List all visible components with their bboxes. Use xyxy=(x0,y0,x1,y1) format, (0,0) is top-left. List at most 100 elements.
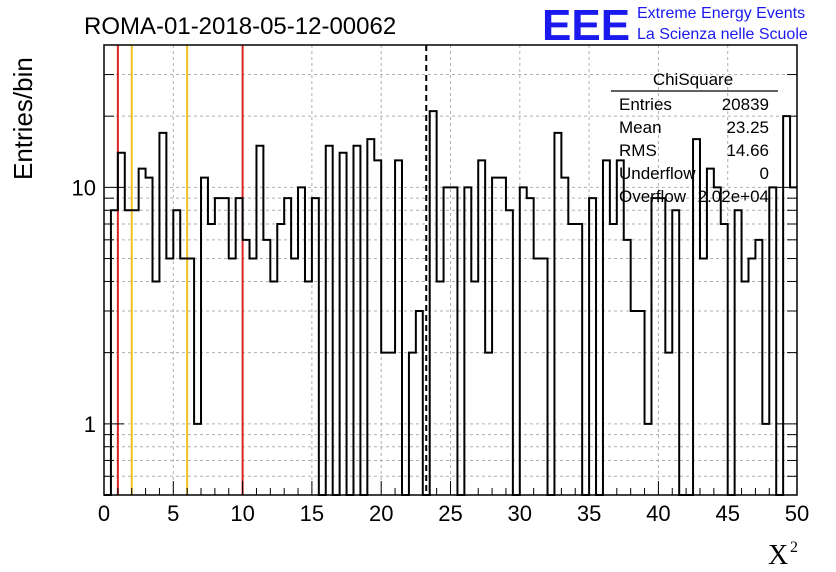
stats-row-value: 0 xyxy=(760,164,769,183)
histogram-bin xyxy=(478,160,485,495)
stats-box-title: ChiSquare xyxy=(653,70,733,89)
histogram-bin xyxy=(139,169,146,495)
histogram-bin xyxy=(208,224,215,495)
histogram-bin xyxy=(603,160,610,495)
stats-box: ChiSquare Entries 20839 Mean 23.25 RMS 14.66 U… xyxy=(611,70,778,206)
stats-row-value: 14.66 xyxy=(726,141,769,160)
histogram-bin xyxy=(631,311,638,495)
histogram-bin xyxy=(250,259,257,495)
histogram-bin xyxy=(721,224,728,495)
x-tick-label: 0 xyxy=(98,501,110,526)
histogram-bin xyxy=(187,259,194,495)
histogram-bin xyxy=(638,311,645,495)
histogram-bin xyxy=(714,187,721,495)
histogram-bin xyxy=(229,259,236,495)
histogram-bin xyxy=(243,240,250,495)
stats-row-value: 2.02e+04 xyxy=(698,187,769,206)
histogram-bin xyxy=(451,187,458,495)
histogram-bin xyxy=(735,210,742,495)
histogram-bin xyxy=(132,210,139,495)
histogram-bin xyxy=(444,187,451,495)
y-tick-label: 10 xyxy=(72,175,96,200)
y-tick-label: 1 xyxy=(84,412,96,437)
histogram-bin xyxy=(118,153,125,495)
chart-title: ROMA-01-2018-05-12-00062 xyxy=(84,13,396,40)
histogram-bin xyxy=(769,187,776,495)
histogram-bin xyxy=(277,224,284,495)
eee-logo-mark: EEE xyxy=(542,1,630,50)
histogram-bin xyxy=(353,146,360,495)
x-tick-label: 35 xyxy=(577,501,601,526)
histogram-bin xyxy=(381,353,388,495)
histogram-bin xyxy=(610,224,617,495)
reference-lines xyxy=(116,45,428,495)
histogram-bin xyxy=(624,240,631,495)
histogram-bin xyxy=(374,160,381,495)
x-axis-label-superscript: 2 xyxy=(790,539,798,556)
histogram-bin xyxy=(416,311,423,495)
tick-labels: 0 5 10 15 20 25 30 35 40 45 50 1 10 xyxy=(72,175,810,526)
stats-row-label: Underflow xyxy=(619,164,696,183)
histogram-bin xyxy=(748,259,755,495)
histogram-bin xyxy=(464,187,471,495)
x-tick-label: 10 xyxy=(230,501,254,526)
histogram-bin xyxy=(326,146,333,495)
y-axis-label: Entries/bin xyxy=(8,57,38,180)
histogram-bin xyxy=(492,178,499,495)
histogram-bin xyxy=(291,259,298,495)
histogram-bin xyxy=(589,198,596,495)
histogram-bin xyxy=(561,178,568,495)
histogram-bin xyxy=(236,198,243,495)
histogram-bin xyxy=(298,187,305,495)
histogram-bin xyxy=(159,133,166,495)
stats-row-label: RMS xyxy=(619,141,657,160)
histogram-bin xyxy=(783,116,790,495)
histogram-bin xyxy=(617,160,624,495)
histogram-bin xyxy=(755,240,762,495)
histogram-bin xyxy=(645,424,652,495)
histogram-bin xyxy=(305,281,312,495)
histogram-bin xyxy=(554,133,561,495)
stats-row-label: Overflow xyxy=(619,187,687,206)
histogram-bin xyxy=(166,259,173,495)
histogram-bin xyxy=(367,139,374,495)
histogram-bin xyxy=(485,353,492,495)
x-tick-label: 45 xyxy=(715,501,739,526)
stats-box-rows: Entries 20839 Mean 23.25 RMS 14.66 Underflow 0 O… xyxy=(619,95,769,206)
histogram-bin xyxy=(125,210,132,495)
stats-row-label: Entries xyxy=(619,95,672,114)
stats-row-value: 23.25 xyxy=(726,118,769,137)
histogram-bin xyxy=(471,281,478,495)
histogram-bin xyxy=(762,424,769,495)
eee-logo-line2: La Scienza nelle Scuole xyxy=(637,26,808,43)
histogram-bin xyxy=(173,210,180,495)
histogram-bin xyxy=(263,240,270,495)
x-tick-label: 50 xyxy=(785,501,809,526)
histogram-bin xyxy=(146,178,153,495)
eee-logo-line1: Extreme Energy Events xyxy=(637,5,805,22)
grid-layer xyxy=(104,45,797,495)
histogram-bin xyxy=(672,210,679,495)
histogram-bin xyxy=(534,259,541,495)
histogram-bin xyxy=(499,178,506,495)
x-axis-label: X 2 xyxy=(768,539,798,571)
histogram-bin xyxy=(430,111,437,495)
histogram-bin xyxy=(575,224,582,495)
histogram-bin xyxy=(388,353,395,495)
histogram-bin xyxy=(340,153,347,495)
histogram-bin xyxy=(665,353,672,495)
axis-ticks xyxy=(103,74,798,495)
x-tick-label: 20 xyxy=(369,501,393,526)
x-tick-label: 40 xyxy=(646,501,670,526)
x-tick-label: 15 xyxy=(300,501,324,526)
histogram-bin xyxy=(409,353,416,495)
histogram-bin xyxy=(707,169,714,495)
x-tick-label: 30 xyxy=(508,501,532,526)
eee-logo: EEE Extreme Energy Events La Scienza nel… xyxy=(542,1,808,50)
histogram-bin xyxy=(520,187,527,495)
histogram-bin xyxy=(700,259,707,495)
x-tick-label: 25 xyxy=(438,501,462,526)
histogram-bin xyxy=(270,281,277,495)
histogram-bin xyxy=(312,198,319,495)
